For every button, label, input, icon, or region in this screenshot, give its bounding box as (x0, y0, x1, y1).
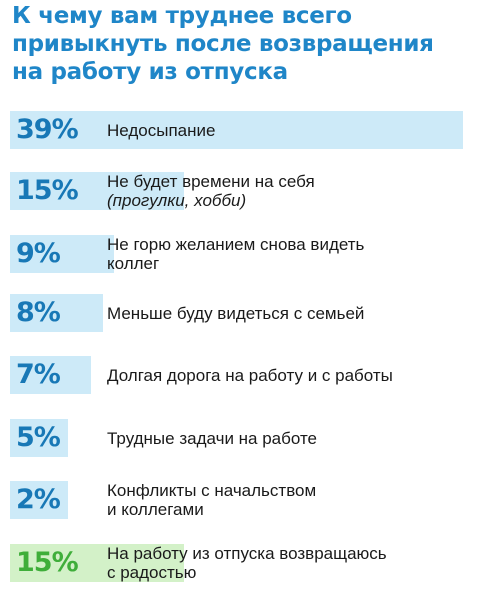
category-label: Не будет времени на себя (прогулки, хобби… (107, 166, 487, 216)
bar (10, 235, 114, 273)
category-label-subtext: и коллегами (107, 500, 204, 519)
category-label-text: Недосыпание (107, 120, 216, 140)
category-label: Меньше буду видеться с семьей (107, 288, 487, 338)
value-label: 15% (16, 175, 79, 206)
category-label: Конфликты с начальством и коллегами (107, 475, 487, 525)
title-line-1: К чему вам труднее всего (12, 3, 352, 29)
bar (10, 294, 103, 332)
bar (10, 356, 91, 394)
value-label: 7% (16, 359, 61, 390)
bar (10, 481, 68, 519)
value-label: 5% (16, 422, 61, 453)
bar (10, 544, 184, 582)
title-line-2: привыкнуть после возвращения (12, 31, 434, 57)
value-label: 8% (16, 297, 61, 328)
bar (10, 172, 184, 210)
bar-row: 39% Недосыпание (0, 105, 493, 155)
value-label: 15% (16, 547, 79, 578)
category-label-subtext: (прогулки, хобби) (107, 191, 247, 210)
category-label-text: Трудные задачи на работе (107, 428, 318, 448)
bar-row: 9% Не горю желанием снова видеть коллег (0, 229, 493, 279)
chart-title: К чему вам труднее всего привыкнуть посл… (12, 2, 482, 86)
value-label: 2% (16, 484, 61, 515)
bar (10, 419, 68, 457)
value-label: 39% (16, 114, 79, 145)
category-label: На работу из отпуска возвращаюсь с радост… (107, 538, 487, 588)
bar-row: 8% Меньше буду видеться с семьей (0, 288, 493, 338)
category-label: Трудные задачи на работе (107, 413, 487, 463)
bar-row: 7% Долгая дорога на работу и с работы (0, 350, 493, 400)
bar-row: 15% Не будет времени на себя (прогулки, хо… (0, 166, 493, 216)
category-label: Не горю желанием снова видеть коллег (107, 229, 487, 279)
category-label-text: Меньше буду видеться с семьей (107, 303, 365, 323)
category-label: Недосыпание (107, 105, 487, 155)
title-line-3: на работу из отпуска (12, 59, 288, 85)
category-label-text: Не горю желанием снова видеть (107, 235, 365, 254)
value-label: 9% (16, 238, 61, 269)
category-label: Долгая дорога на работу и с работы (107, 350, 487, 400)
category-label-text: Не будет времени на себя (107, 172, 315, 191)
category-label-text: На работу из отпуска возвращаюсь (107, 544, 387, 563)
category-label-subtext: коллег (107, 254, 160, 273)
bar-row: 2% Конфликты с начальством и коллегами (0, 475, 493, 525)
bar-row: 5% Трудные задачи на работе (0, 413, 493, 463)
category-label-subtext: с радостью (107, 563, 197, 582)
category-label-text: Конфликты с начальством (107, 481, 317, 500)
bar (10, 111, 463, 149)
bar-row: 15% На работу из отпуска возвращаюсь с рад… (0, 538, 493, 588)
category-label-text: Долгая дорога на работу и с работы (107, 365, 393, 385)
